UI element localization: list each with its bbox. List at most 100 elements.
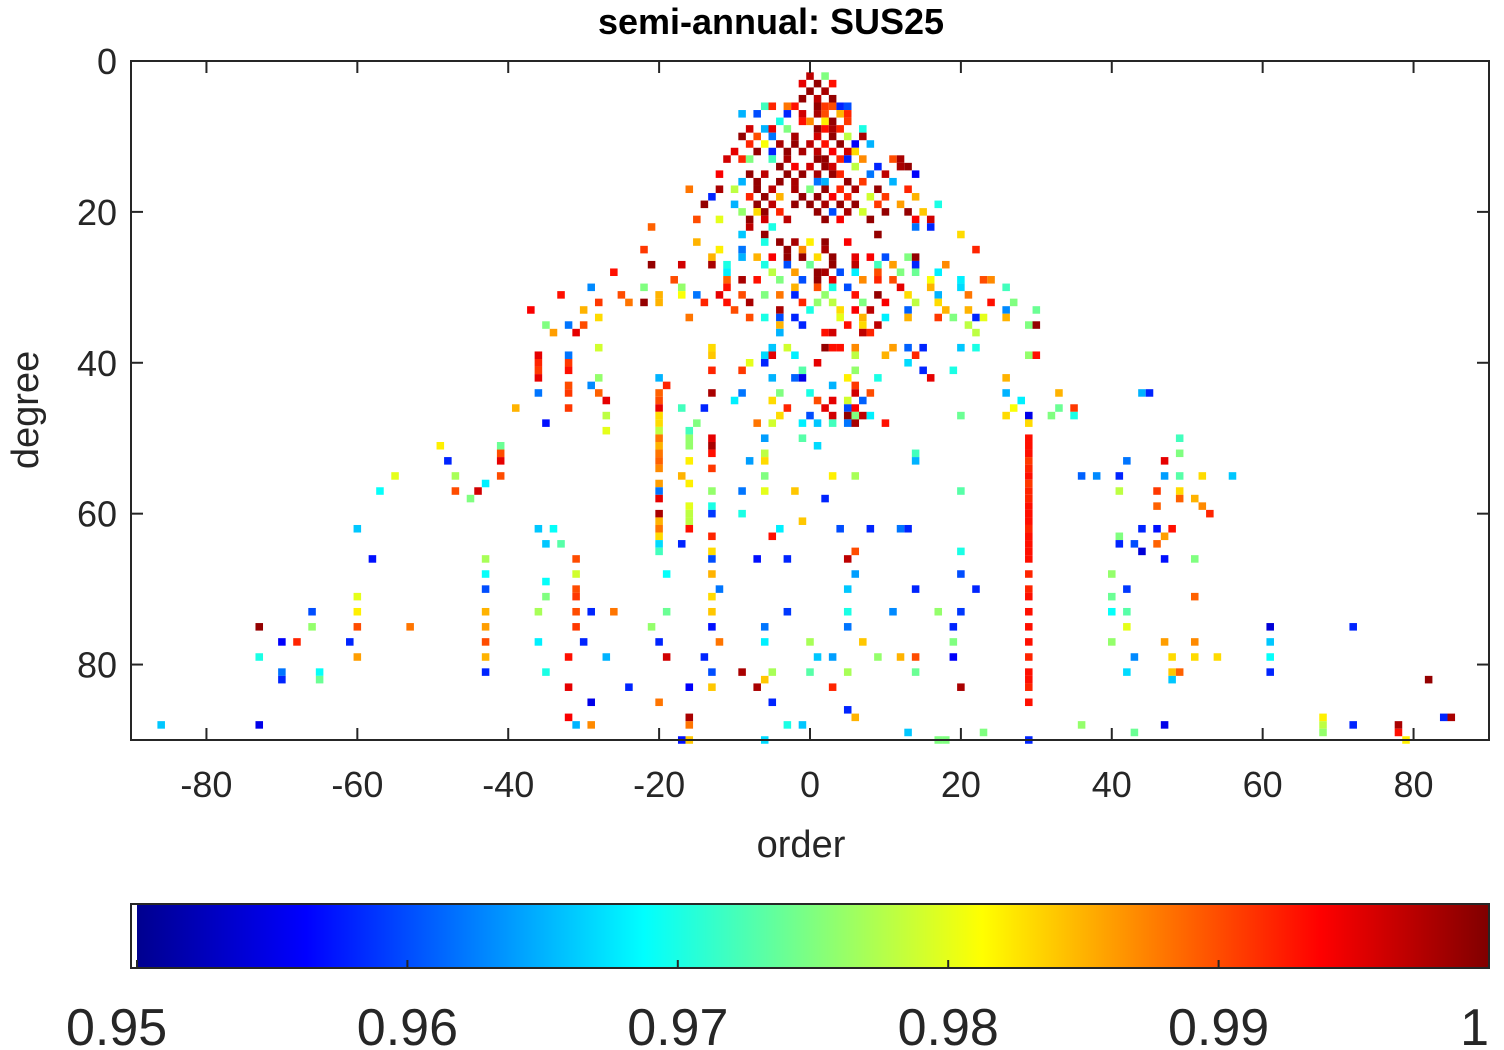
heatmap-cell [798, 721, 807, 729]
x-axis-ticks: -80 -60 -40 -20 0 20 40 60 80 [180, 61, 1434, 805]
heatmap-cell [723, 283, 731, 292]
heatmap-cell [1160, 472, 1169, 480]
heatmap-cell [1115, 472, 1124, 480]
heatmap-cell [542, 592, 550, 601]
heatmap-cell [708, 487, 716, 495]
heatmap-cell [813, 653, 822, 661]
heatmap-cell [579, 321, 588, 329]
heatmap-cell [738, 110, 746, 118]
heatmap-cell [587, 721, 595, 729]
heatmap-cell [1108, 570, 1116, 578]
heatmap-cell [987, 276, 995, 284]
heatmap-cell [655, 441, 663, 450]
heatmap-cell [685, 313, 694, 322]
heatmap-cell [602, 426, 611, 435]
heatmap-cell [881, 313, 890, 322]
heatmap-cell [308, 623, 316, 631]
heatmap-cell [768, 343, 777, 352]
heatmap-cell [549, 328, 558, 337]
heatmap-cell [1025, 509, 1033, 518]
heatmap-cell [828, 125, 837, 133]
heatmap-cell [715, 245, 724, 254]
heatmap-cell [791, 291, 799, 299]
heatmap-cell [828, 683, 837, 691]
heatmap-cell [760, 472, 769, 480]
heatmap-cell [776, 411, 784, 420]
heatmap-cell [293, 638, 301, 646]
heatmap-cell [866, 193, 875, 201]
heatmap-cell [157, 721, 165, 729]
heatmap-cell [655, 374, 663, 382]
heatmap-cell [557, 291, 565, 299]
heatmap-cell [821, 245, 829, 254]
chart-title: semi-annual: SUS25 [598, 1, 944, 42]
heatmap-cell [753, 132, 761, 141]
heatmap-cell [760, 291, 769, 299]
heatmap-cell [760, 193, 769, 201]
heatmap-cell [730, 147, 739, 156]
heatmap-cell [655, 291, 663, 299]
heatmap-cell [1092, 472, 1101, 480]
heatmap-cell [1025, 623, 1033, 631]
heatmap-cell [1123, 585, 1131, 593]
heatmap-cell [255, 653, 264, 661]
heatmap-cell [685, 185, 694, 194]
heatmap-cell [776, 321, 784, 329]
heatmap-cell [1175, 668, 1184, 676]
heatmap-cell [836, 306, 844, 314]
heatmap-cell [806, 185, 814, 194]
heatmap-cell [723, 155, 731, 163]
heatmap-cell [768, 374, 777, 382]
heatmap-cell [715, 585, 724, 593]
heatmap-cell [655, 638, 663, 646]
heatmap-cell [353, 592, 362, 601]
heatmap-cell [768, 185, 777, 194]
heatmap-cell [760, 434, 769, 442]
heatmap-cell [881, 208, 890, 216]
heatmap-cell [723, 260, 731, 269]
heatmap-cell [542, 419, 550, 427]
heatmap-cell [278, 675, 286, 684]
heatmap-cell [677, 283, 686, 292]
heatmap-cell [798, 110, 807, 118]
heatmap-cell [1025, 494, 1033, 503]
heatmap-cell [806, 72, 814, 80]
heatmap-cell [957, 283, 965, 292]
heatmap-cell [685, 479, 694, 488]
heatmap-cell [1025, 638, 1033, 646]
heatmap-cell [768, 268, 777, 277]
heatmap-cell [1032, 351, 1041, 359]
heatmap-cell [1266, 653, 1274, 661]
heatmap-cell [655, 540, 663, 548]
heatmap-cell [647, 623, 656, 631]
heatmap-cell [564, 366, 573, 375]
heatmap-cell [836, 313, 844, 322]
heatmap-cell [572, 607, 580, 616]
heatmap-cell [745, 140, 754, 148]
heatmap-cell [1025, 585, 1033, 593]
heatmap-cell [813, 147, 822, 156]
heatmap-cell [926, 223, 935, 231]
heatmap-cell [851, 162, 860, 171]
heatmap-cell [843, 668, 852, 676]
heatmap-cell [987, 298, 995, 307]
heatmap-cell [1025, 472, 1033, 480]
heatmap-cell [662, 653, 671, 661]
heatmap-cell [828, 253, 837, 261]
heatmap-cell [806, 140, 814, 148]
heatmap-cell [828, 117, 837, 126]
heatmap-cell [1055, 404, 1063, 412]
heatmap-cell [1123, 668, 1131, 676]
heatmap-cell [836, 185, 844, 194]
heatmap-cell [874, 162, 882, 171]
heatmap-cell [851, 291, 860, 299]
heatmap-cell [957, 230, 965, 239]
heatmap-cell [866, 215, 875, 224]
heatmap-cell [843, 419, 852, 427]
heatmap-cell [813, 102, 822, 111]
heatmap-cell [579, 306, 588, 314]
x-tick-label: -80 [180, 764, 232, 805]
heatmap-cell [874, 321, 882, 329]
heatmap-cell [1168, 524, 1176, 533]
heatmap-cell [949, 366, 958, 375]
